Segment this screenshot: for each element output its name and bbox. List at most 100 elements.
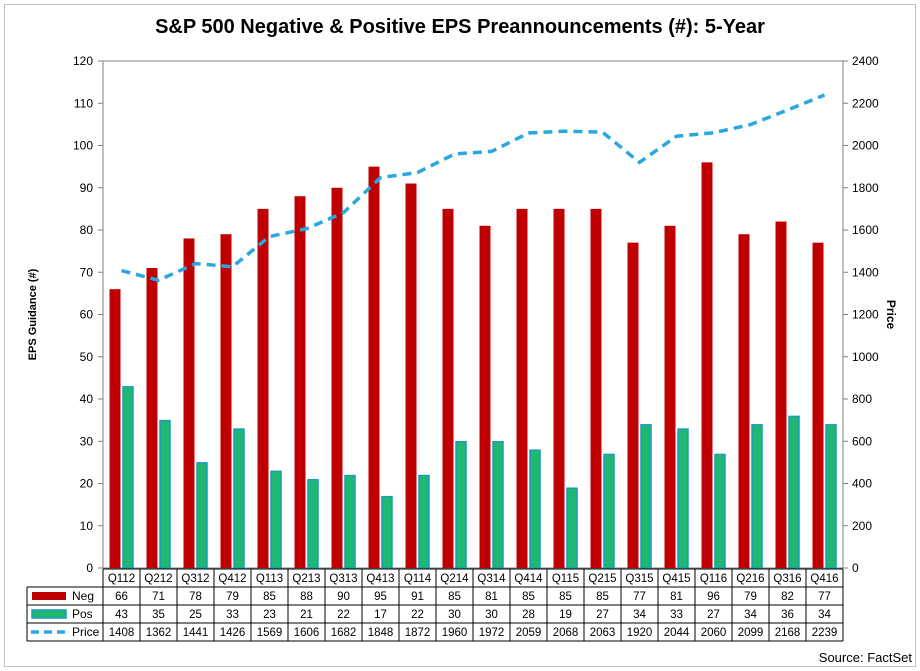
y2-axis-label: Price [884, 300, 898, 330]
bar-neg [738, 234, 750, 568]
data-label-pos: 33 [670, 609, 683, 621]
data-label-pos: 43 [115, 609, 128, 621]
x-tick-label: Q314 [477, 573, 506, 585]
data-label-pos: 21 [300, 609, 313, 621]
y-axis-tick-label: 10 [80, 519, 94, 533]
data-label-price: 2063 [590, 627, 616, 639]
y2-axis-tick-label: 200 [852, 519, 872, 533]
x-tick-label: Q414 [514, 573, 543, 585]
bar-neg [294, 196, 306, 568]
data-label-neg: 95 [374, 591, 387, 603]
data-label-neg: 81 [670, 591, 683, 603]
data-label-pos: 36 [781, 609, 794, 621]
bar-pos [196, 462, 208, 569]
x-tick-label: Q416 [810, 573, 838, 585]
x-tick-label: Q413 [366, 573, 394, 585]
bar-pos [751, 424, 763, 569]
data-label-pos: 34 [744, 609, 757, 621]
bar-pos [677, 428, 689, 569]
x-tick-label: Q313 [329, 573, 357, 585]
data-label-neg: 96 [707, 591, 720, 603]
x-tick-label: Q312 [181, 573, 209, 585]
bar-pos [714, 453, 726, 569]
bar-pos [566, 487, 578, 569]
legend-label-price: Price [72, 625, 100, 639]
data-label-price: 2059 [516, 627, 542, 639]
y2-axis-tick-label: 1800 [852, 181, 879, 195]
data-label-price: 1972 [479, 627, 505, 639]
y2-axis-tick-label: 1400 [852, 265, 879, 279]
bar-neg [516, 208, 528, 568]
bar-pos [640, 424, 652, 569]
data-label-neg: 78 [189, 591, 202, 603]
data-label-pos: 30 [485, 609, 498, 621]
bar-neg [109, 289, 121, 568]
x-tick-label: Q112 [108, 573, 135, 585]
data-label-neg: 79 [226, 591, 239, 603]
data-label-pos: 35 [152, 609, 165, 621]
y-axis-tick-label: 30 [80, 434, 94, 448]
y-axis-tick-label: 60 [80, 308, 94, 322]
data-label-neg: 77 [633, 591, 646, 603]
y2-axis-tick-label: 1200 [852, 308, 879, 322]
x-tick-label: Q412 [218, 573, 246, 585]
data-label-neg: 85 [522, 591, 535, 603]
y-axis-tick-label: 120 [73, 54, 93, 68]
y-axis-tick-label: 20 [80, 477, 94, 491]
bar-neg [812, 242, 824, 569]
bar-pos [492, 441, 504, 569]
data-label-price: 2060 [701, 627, 727, 639]
x-tick-label: Q214 [440, 573, 469, 585]
data-label-price: 1362 [146, 627, 172, 639]
data-label-pos: 17 [374, 609, 387, 621]
data-label-pos: 30 [448, 609, 461, 621]
bar-pos [159, 419, 171, 569]
data-label-neg: 81 [485, 591, 498, 603]
bar-neg [257, 208, 269, 568]
data-label-pos: 22 [337, 609, 350, 621]
data-label-price: 1426 [220, 627, 246, 639]
bar-neg [627, 242, 639, 569]
data-label-neg: 85 [596, 591, 609, 603]
data-label-neg: 85 [448, 591, 461, 603]
data-label-price: 2168 [775, 627, 801, 639]
x-tick-label: Q213 [292, 573, 320, 585]
data-label-pos: 33 [226, 609, 239, 621]
data-label-neg: 91 [411, 591, 424, 603]
y2-axis-tick-label: 400 [852, 477, 872, 491]
x-tick-label: Q215 [588, 573, 616, 585]
bar-neg [553, 208, 565, 568]
bar-neg [368, 166, 380, 568]
data-label-neg: 79 [744, 591, 757, 603]
bar-pos [788, 415, 800, 569]
bar-pos [455, 441, 467, 569]
y-axis-tick-label: 80 [80, 223, 94, 237]
bar-pos [344, 474, 356, 569]
bar-pos [122, 386, 134, 569]
y2-axis-tick-label: 2000 [852, 139, 879, 153]
data-label-neg: 82 [781, 591, 794, 603]
y-axis-tick-label: 50 [80, 350, 94, 364]
bar-pos [418, 474, 430, 569]
x-tick-label: Q114 [404, 573, 432, 585]
data-label-price: 2068 [553, 627, 579, 639]
legend-label-neg: Neg [72, 589, 94, 603]
x-tick-label: Q316 [773, 573, 801, 585]
bar-neg [146, 268, 158, 568]
plot-area-border [102, 60, 844, 569]
y2-axis-tick-label: 0 [852, 561, 859, 575]
bar-pos [307, 479, 319, 569]
data-label-pos: 19 [559, 609, 572, 621]
x-tick-label: Q113 [256, 573, 283, 585]
data-label-neg: 85 [263, 591, 276, 603]
data-label-neg: 66 [115, 591, 128, 603]
data-label-pos: 27 [596, 609, 609, 621]
y2-axis-tick-label: 2400 [852, 54, 879, 68]
bar-neg [183, 238, 195, 568]
y2-axis-tick-label: 600 [852, 434, 872, 448]
data-label-price: 1960 [442, 627, 468, 639]
data-label-price: 1441 [183, 627, 209, 639]
data-label-pos: 28 [522, 609, 535, 621]
bar-pos [233, 428, 245, 569]
legend-key-neg [32, 592, 66, 600]
